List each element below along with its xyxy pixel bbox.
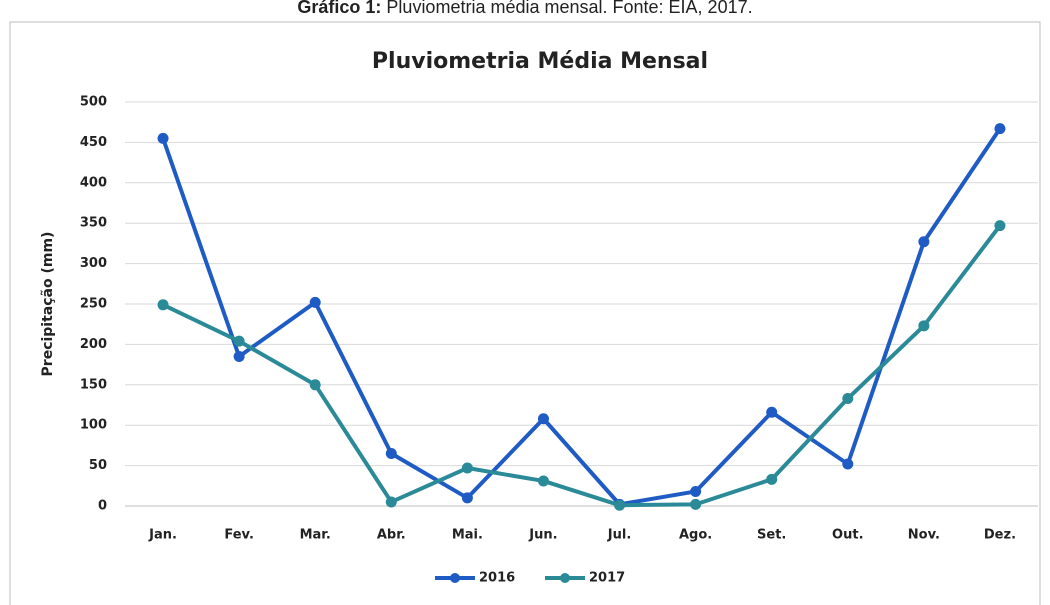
y-axis-label: Precipitação (mm) [40,232,56,377]
data-point [994,220,1006,232]
y-tick-label: 100 [80,418,107,433]
x-tick-label: Fev. [224,528,254,543]
data-point [918,320,930,332]
data-point [157,299,169,311]
x-tick-label: Dez. [984,528,1016,543]
x-tick-label: Jun. [528,528,557,543]
data-point [385,447,397,459]
data-point [309,379,321,391]
data-point [766,406,778,418]
legend-marker [560,573,570,583]
y-tick-label: 450 [80,135,107,150]
y-tick-label: 350 [80,216,107,231]
x-tick-label: Jan. [148,528,177,543]
legend-label: 2016 [479,571,515,586]
y-tick-label: 0 [98,499,107,514]
data-point [385,496,397,508]
data-point [537,475,549,487]
x-tick-label: Nov. [908,528,940,543]
data-point [614,499,626,511]
x-tick-label: Mar. [300,528,331,543]
x-tick-label: Abr. [377,528,406,543]
series-line [161,127,1002,507]
y-tick-label: 150 [80,377,107,392]
series-line [162,224,1002,508]
data-point [842,458,854,470]
y-tick-label: 500 [80,95,107,110]
y-tick-label: 400 [80,175,107,190]
data-point [690,498,702,510]
data-point [157,132,169,144]
chart-frame [9,21,1041,605]
data-point [461,462,473,474]
y-tick-label: 50 [89,458,107,473]
caption: Gráfico 1: Pluviometria média mensal. Fo… [297,0,752,17]
caption-label: Gráfico 1: [297,0,381,17]
data-point [309,296,321,308]
x-tick-label: Mai. [452,528,483,543]
data-point [233,351,245,363]
y-tick-label: 250 [80,297,107,312]
data-point [233,335,245,347]
data-point [994,123,1006,135]
legend-marker [450,573,460,583]
data-point [461,492,473,504]
y-tick-label: 300 [80,256,107,271]
data-point [766,473,778,485]
y-tick-label: 200 [80,337,107,352]
legend-label: 2017 [589,571,625,586]
data-point [918,236,930,248]
plot: 0 50 100 150 200 250 300 350 400 450 500 Jan. Fev. Ma… [80,95,1038,586]
caption-text: Pluviometria média mensal. Fonte: EIA, 2… [386,0,752,17]
chart-title: Pluviometria Média Mensal [372,49,708,74]
data-point [690,485,702,497]
x-tick-label: Set. [757,528,786,543]
x-tick-label: Jul. [607,528,632,543]
data-point [842,393,854,405]
x-tick-label: Out. [832,528,863,543]
data-point [537,413,549,425]
x-tick-label: Ago. [679,528,712,543]
